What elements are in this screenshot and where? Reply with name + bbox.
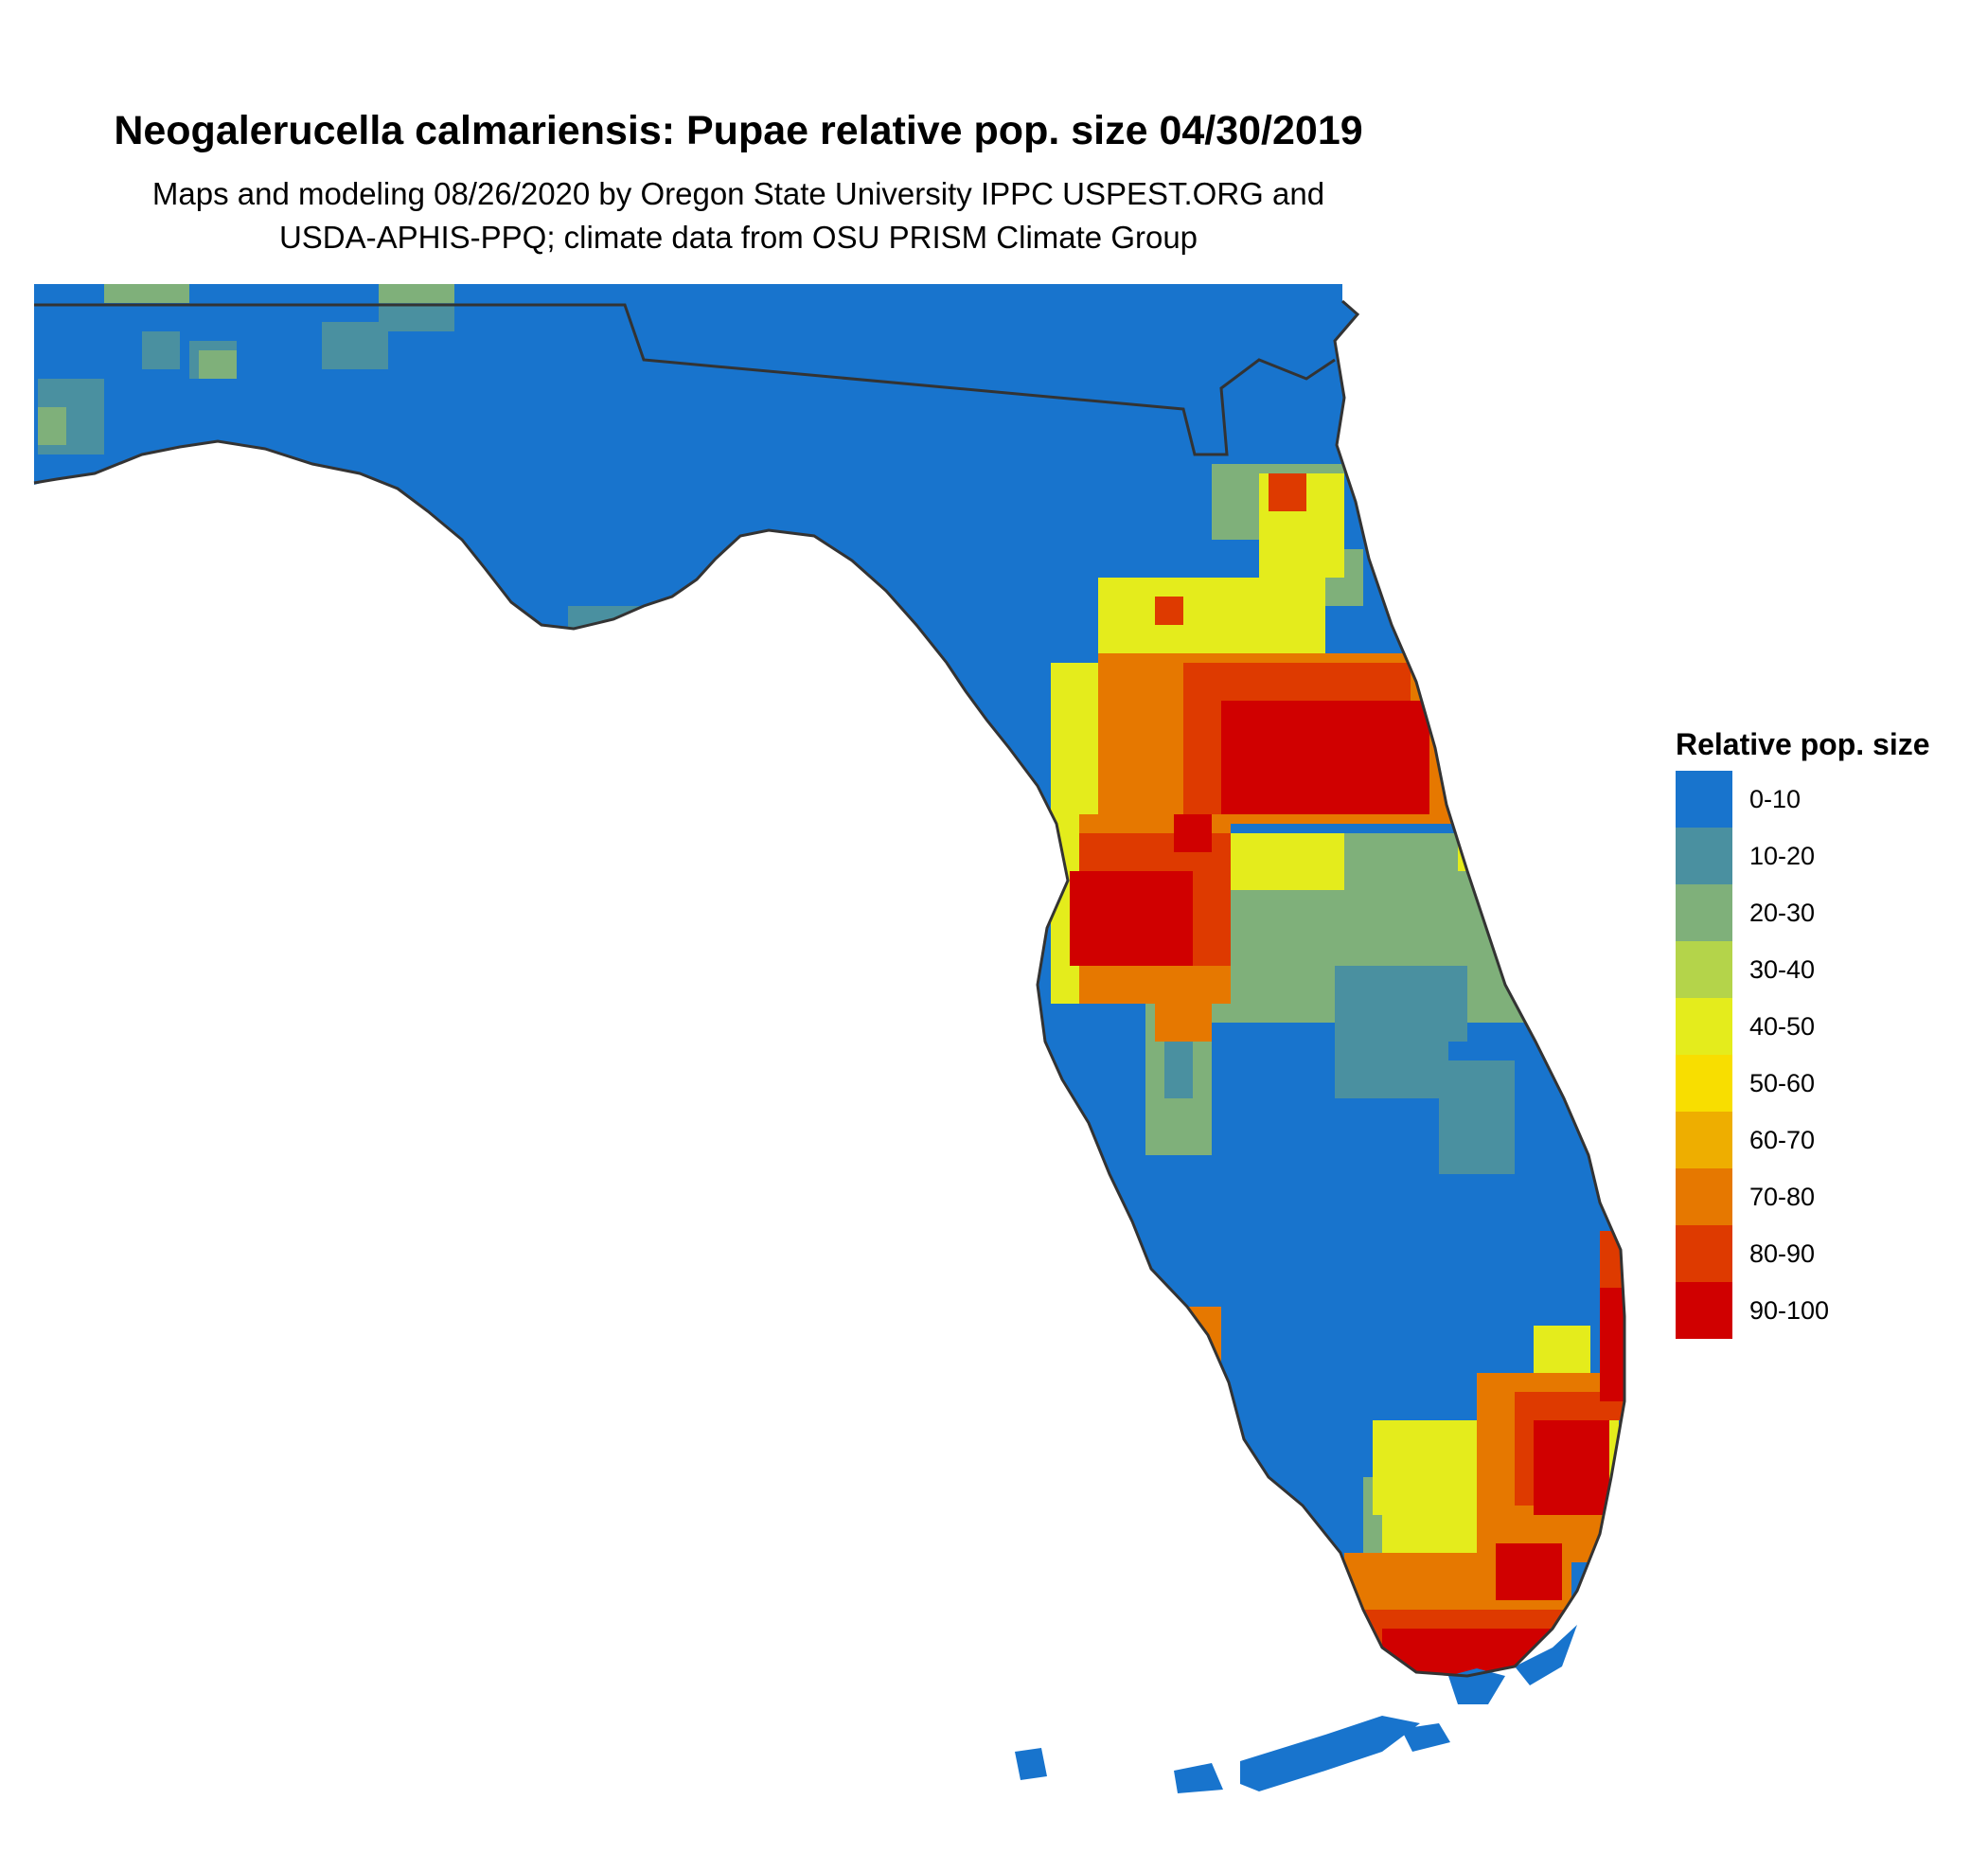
legend-label: 50-60 (1749, 1069, 1816, 1097)
legend-swatch (1676, 1112, 1732, 1168)
legend-label: 40-50 (1749, 1012, 1816, 1041)
map-subtitle-line1: Maps and modeling 08/26/2020 by Oregon S… (151, 176, 1325, 211)
legend-swatch (1676, 884, 1732, 941)
legend-label: 70-80 (1749, 1183, 1816, 1211)
map-title: Neogalerucella calmariensis: Pupae relat… (114, 108, 1363, 153)
legend-label: 30-40 (1749, 955, 1816, 984)
legend-label: 10-20 (1749, 842, 1816, 870)
legend-swatch (1676, 1168, 1732, 1225)
legend-swatch (1676, 1282, 1732, 1339)
map-subtitle-line2: USDA-APHIS-PPQ; climate data from OSU PR… (278, 220, 1198, 255)
legend-swatch (1676, 941, 1732, 998)
keys-layer (1015, 1625, 1577, 1793)
legend-label: 0-10 (1749, 785, 1802, 813)
legend-label: 80-90 (1749, 1239, 1816, 1268)
legend-swatch (1676, 771, 1732, 828)
florida-outline (33, 299, 1626, 1678)
georgia-alabama-border (34, 303, 1336, 456)
legend-swatch (1676, 1225, 1732, 1282)
legend-swatch (1676, 1055, 1732, 1112)
legend-swatch (1676, 998, 1732, 1055)
legend-label: 20-30 (1749, 899, 1816, 927)
legend-label: 60-70 (1749, 1126, 1816, 1154)
legend-title: Relative pop. size (1676, 727, 1930, 761)
legend-swatch (1676, 828, 1732, 884)
legend-label: 90-100 (1749, 1296, 1830, 1325)
